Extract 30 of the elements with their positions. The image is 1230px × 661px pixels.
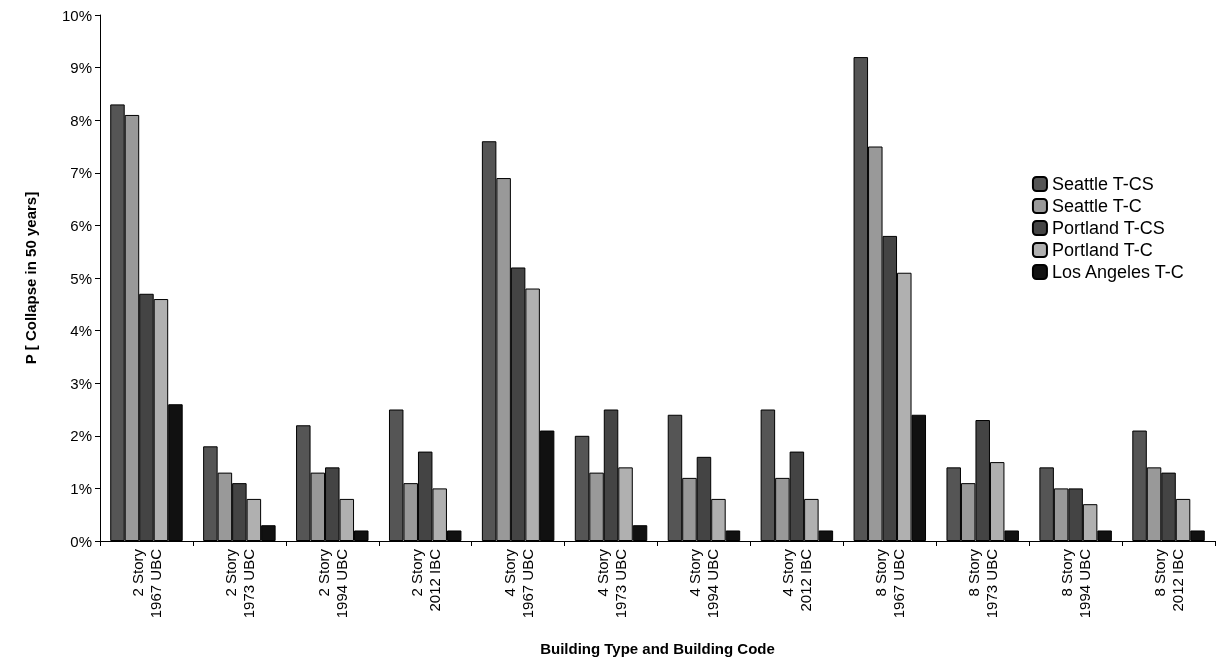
y-tick-label: 1%: [70, 479, 92, 497]
x-tick-label: 2 Story 1967 UBC: [128, 548, 164, 619]
y-tick-label: 3%: [70, 374, 92, 392]
y-axis-title: P [ Collapse in 50 years]: [22, 191, 39, 365]
y-tick-label: 4%: [70, 322, 92, 340]
y-tick-label: 9%: [70, 59, 92, 77]
x-tick-label: 4 Story 1967 UBC: [500, 548, 536, 619]
y-tick-label: 0%: [70, 532, 92, 550]
y-tick-label: 8%: [70, 111, 92, 129]
y-tick-label: 5%: [70, 269, 92, 287]
x-tick-label: 8 Story 1994 UBC: [1058, 548, 1094, 619]
x-tick-label: 2 Story 2012 IBC: [407, 548, 443, 612]
x-tick-label: 8 Story 2012 IBC: [1151, 548, 1187, 612]
x-tick-label: 4 Story 1973 UBC: [593, 548, 629, 619]
legend-label: Portland T-CS: [1051, 218, 1165, 238]
y-tick-label: 2%: [70, 427, 92, 445]
legend-label: Seattle T-C: [1051, 196, 1142, 216]
y-tick-label: 7%: [70, 164, 92, 182]
legend-label: Seattle T-CS: [1051, 174, 1154, 194]
x-tick-label: 2 Story 1994 UBC: [314, 548, 350, 619]
x-axis-title: Building Type and Building Code: [540, 640, 775, 657]
x-tick-label: 4 Story 1994 UBC: [686, 548, 722, 619]
x-tick-label: 2 Story 1973 UBC: [221, 548, 257, 619]
y-tick-label: 10%: [61, 6, 92, 24]
x-tick-label: 4 Story 2012 IBC: [779, 548, 815, 612]
legend-label: Portland T-C: [1051, 240, 1153, 260]
y-tick-label: 6%: [70, 216, 92, 234]
x-tick-label: 8 Story 1967 UBC: [872, 548, 908, 619]
x-tick-label: 8 Story 1973 UBC: [965, 548, 1001, 619]
legend-label: Los Angeles T-C: [1051, 262, 1184, 282]
